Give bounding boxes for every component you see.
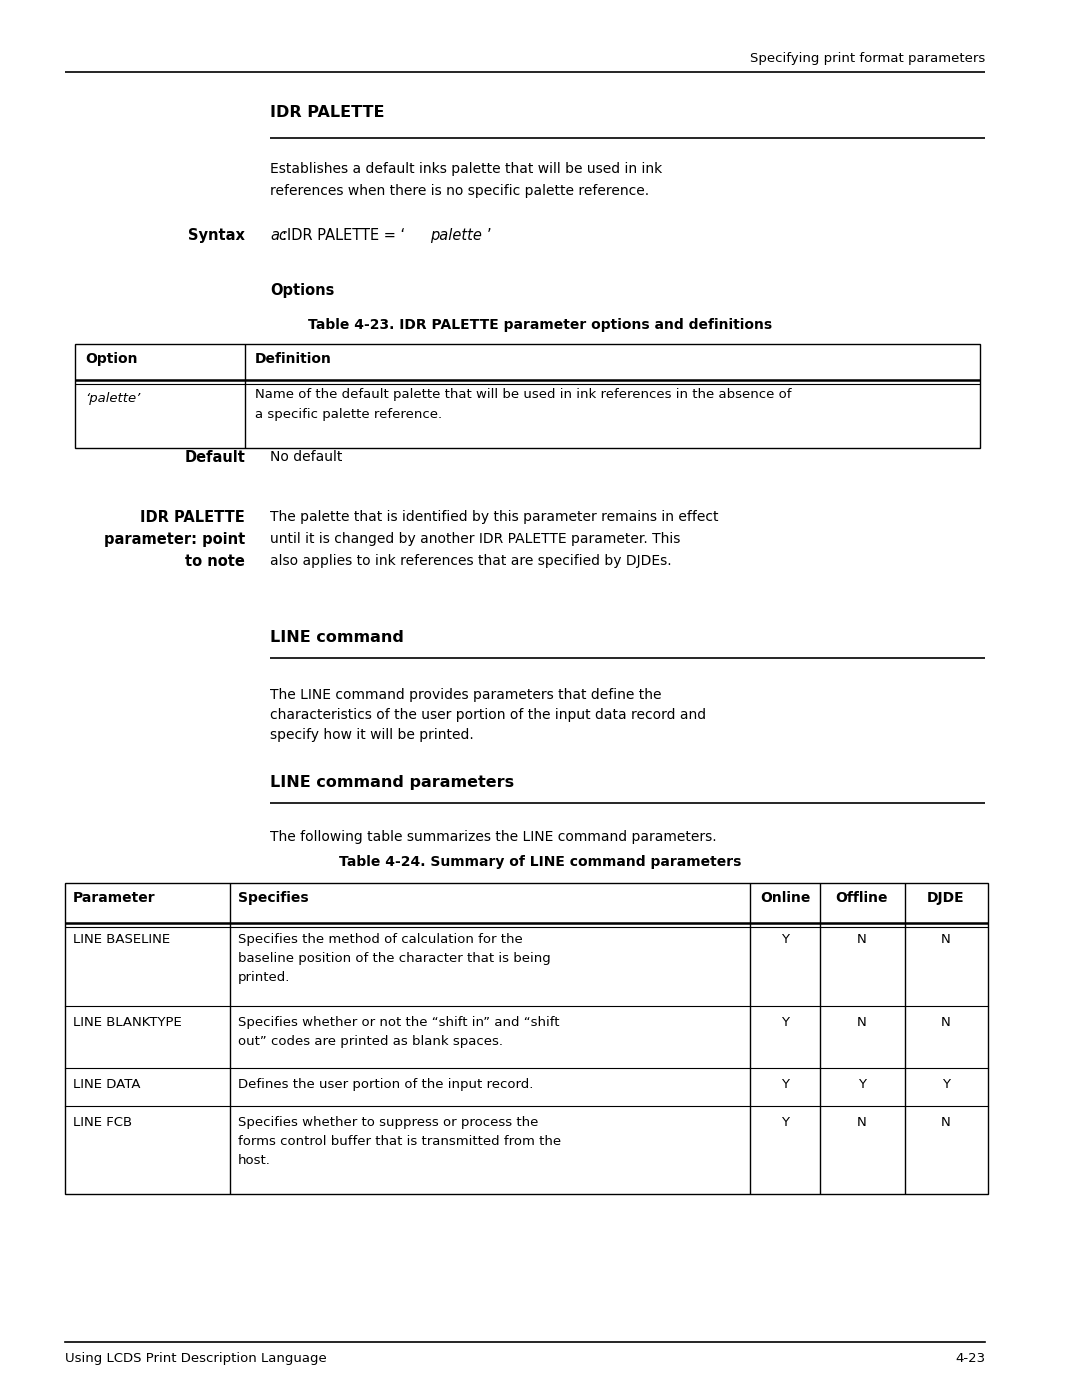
Text: N: N: [858, 1116, 867, 1129]
Text: parameter: point: parameter: point: [104, 532, 245, 548]
Text: The LINE command provides parameters that define the: The LINE command provides parameters tha…: [270, 687, 661, 703]
Text: references when there is no specific palette reference.: references when there is no specific pal…: [270, 184, 649, 198]
Text: LINE BLANKTYPE: LINE BLANKTYPE: [73, 1016, 181, 1030]
Text: LINE FCB: LINE FCB: [73, 1116, 132, 1129]
Text: Y: Y: [781, 1016, 789, 1030]
Text: printed.: printed.: [238, 971, 291, 983]
Text: Definition: Definition: [255, 352, 332, 366]
Text: Default: Default: [184, 450, 245, 465]
Text: Syntax: Syntax: [188, 228, 245, 243]
Text: Y: Y: [781, 1078, 789, 1091]
Text: ac: ac: [270, 228, 287, 243]
Text: Y: Y: [858, 1078, 866, 1091]
Text: Table 4-23. IDR PALETTE parameter options and definitions: Table 4-23. IDR PALETTE parameter option…: [308, 319, 772, 332]
Text: Y: Y: [942, 1078, 950, 1091]
Text: Defines the user portion of the input record.: Defines the user portion of the input re…: [238, 1078, 534, 1091]
Text: Specifies: Specifies: [238, 891, 309, 905]
Text: palette: palette: [430, 228, 482, 243]
Text: N: N: [941, 933, 950, 946]
Text: No default: No default: [270, 450, 342, 464]
Text: Online: Online: [760, 891, 810, 905]
Text: Y: Y: [781, 1116, 789, 1129]
Text: out” codes are printed as blank spaces.: out” codes are printed as blank spaces.: [238, 1035, 503, 1048]
Text: until it is changed by another IDR PALETTE parameter. This: until it is changed by another IDR PALET…: [270, 532, 680, 546]
Text: LINE command parameters: LINE command parameters: [270, 775, 514, 789]
Text: N: N: [858, 1016, 867, 1030]
Text: a specific palette reference.: a specific palette reference.: [255, 408, 442, 420]
Text: Option: Option: [85, 352, 137, 366]
Text: LINE BASELINE: LINE BASELINE: [73, 933, 171, 946]
Text: Establishes a default inks palette that will be used in ink: Establishes a default inks palette that …: [270, 162, 662, 176]
Text: Offline: Offline: [836, 891, 888, 905]
Bar: [65, 883, 988, 1194]
Text: ’: ’: [487, 228, 491, 243]
Text: Specifies whether to suppress or process the: Specifies whether to suppress or process…: [238, 1116, 538, 1129]
Text: Specifies whether or not the “shift in” and “shift: Specifies whether or not the “shift in” …: [238, 1016, 559, 1030]
Text: :IDR PALETTE = ‘: :IDR PALETTE = ‘: [282, 228, 405, 243]
Text: ‘palette’: ‘palette’: [85, 393, 140, 405]
Text: to note: to note: [185, 555, 245, 569]
Text: also applies to ink references that are specified by DJDEs.: also applies to ink references that are …: [270, 555, 672, 569]
Text: specify how it will be printed.: specify how it will be printed.: [270, 728, 474, 742]
Text: N: N: [858, 933, 867, 946]
Text: Specifying print format parameters: Specifying print format parameters: [750, 52, 985, 66]
Text: Using LCDS Print Description Language: Using LCDS Print Description Language: [65, 1352, 327, 1365]
Text: LINE DATA: LINE DATA: [73, 1078, 140, 1091]
Text: IDR PALETTE: IDR PALETTE: [140, 510, 245, 525]
Text: Parameter: Parameter: [73, 891, 156, 905]
Text: Y: Y: [781, 933, 789, 946]
Text: N: N: [941, 1116, 950, 1129]
Text: 4-23: 4-23: [955, 1352, 985, 1365]
Text: characteristics of the user portion of the input data record and: characteristics of the user portion of t…: [270, 708, 706, 722]
Text: Table 4-24. Summary of LINE command parameters: Table 4-24. Summary of LINE command para…: [339, 855, 741, 869]
Text: N: N: [941, 1016, 950, 1030]
Text: baseline position of the character that is being: baseline position of the character that …: [238, 951, 551, 965]
Text: LINE command: LINE command: [270, 630, 404, 645]
Text: host.: host.: [238, 1154, 271, 1166]
Text: forms control buffer that is transmitted from the: forms control buffer that is transmitted…: [238, 1134, 562, 1148]
Text: Specifies the method of calculation for the: Specifies the method of calculation for …: [238, 933, 523, 946]
Text: Options: Options: [270, 284, 335, 298]
Text: DJDE: DJDE: [928, 891, 964, 905]
Text: Name of the default palette that will be used in ink references in the absence o: Name of the default palette that will be…: [255, 388, 792, 401]
Text: The following table summarizes the LINE command parameters.: The following table summarizes the LINE …: [270, 830, 717, 844]
Text: The palette that is identified by this parameter remains in effect: The palette that is identified by this p…: [270, 510, 718, 524]
Bar: [75, 344, 980, 448]
Text: IDR PALETTE: IDR PALETTE: [270, 105, 384, 120]
